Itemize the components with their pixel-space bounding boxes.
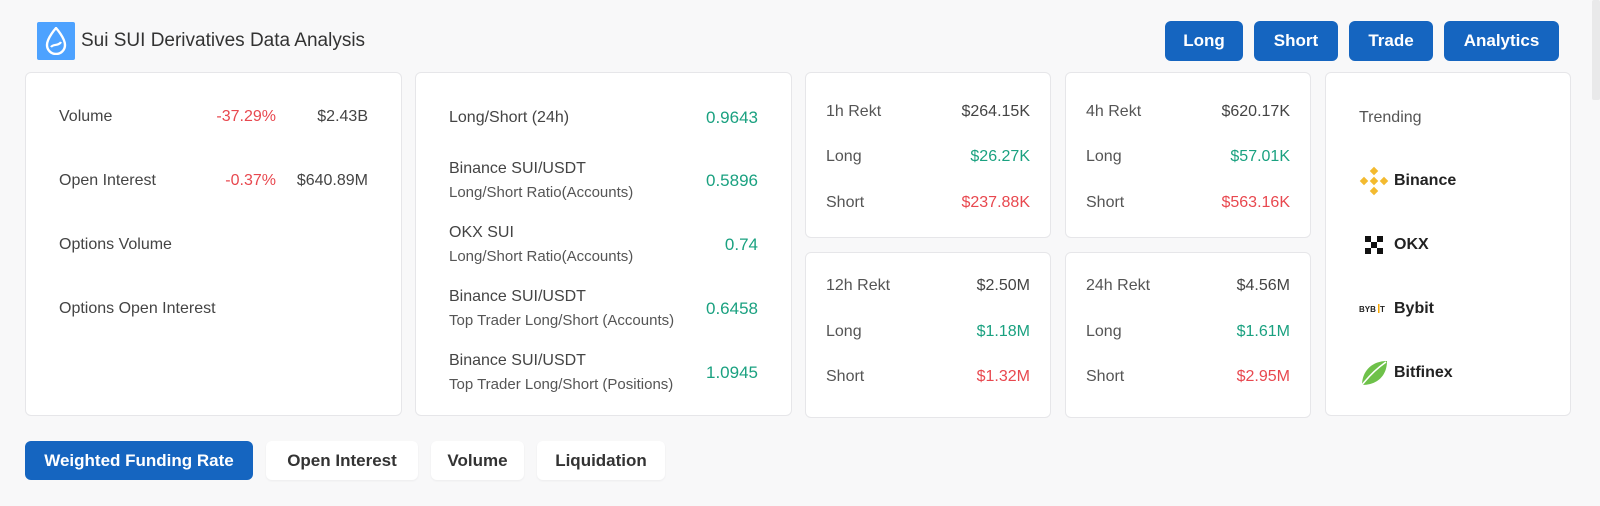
rekt-total: $620.17K [1221, 103, 1290, 120]
open-interest-value: $640.89M [296, 172, 368, 189]
long-short-row: Binance SUI/USDT Top Trader Long/Short (… [449, 288, 758, 329]
exchange-name: Binance [1394, 172, 1457, 189]
volume-change: -37.29% [216, 108, 276, 125]
rekt-short-value: $2.95M [1236, 368, 1290, 385]
rekt-title: 4h Rekt [1086, 103, 1142, 120]
options-volume-label: Options Volume [59, 236, 172, 253]
rekt-long-value: $1.18M [976, 323, 1030, 340]
long-short-row: OKX SUI Long/Short Ratio(Accounts) 0.74 [449, 224, 758, 265]
long-short-label: Binance SUI/USDT [449, 160, 586, 177]
rekt-total: $4.56M [1236, 277, 1290, 294]
long-short-sublabel: Top Trader Long/Short (Accounts) [449, 312, 675, 329]
tab-volume[interactable]: Volume [431, 441, 524, 480]
long-short-value: 1.0945 [706, 362, 758, 382]
trending-card: Trending Binance [1325, 72, 1571, 416]
long-short-sublabel: Long/Short Ratio(Accounts) [449, 248, 634, 265]
rekt-long-value: $1.61M [1236, 323, 1290, 340]
volume-value: $2.43B [317, 108, 368, 125]
tab-weighted-funding-rate[interactable]: Weighted Funding Rate [25, 441, 253, 480]
rekt-short-label: Short [1086, 368, 1125, 385]
rekt-1h-card: 1h Rekt $264.15K Long $26.27K Short $237.88… [805, 72, 1051, 238]
trending-title: Trending [1359, 109, 1422, 126]
long-short-row: Binance SUI/USDT Long/Short Ratio(Accoun… [449, 160, 758, 201]
long-short-label: Binance SUI/USDT [449, 352, 586, 369]
rekt-short-value: $237.88K [961, 194, 1030, 211]
long-short-value: 0.9643 [706, 108, 758, 127]
trending-exchange-bybit[interactable]: BYB T Bybit [1358, 293, 1434, 325]
trending-exchange-bitfinex[interactable]: Bitfinex [1358, 357, 1453, 389]
trending-exchange-okx[interactable]: OKX [1358, 229, 1429, 261]
trade-button[interactable]: Trade [1349, 21, 1433, 61]
rekt-long-label: Long [1086, 323, 1122, 340]
exchange-name: Bybit [1394, 300, 1434, 317]
rekt-total: $264.15K [961, 103, 1030, 120]
volume-label: Volume [59, 108, 113, 125]
rekt-long-label: Long [826, 148, 862, 165]
long-short-label: Binance SUI/USDT [449, 288, 586, 305]
rekt-short-value: $1.32M [976, 368, 1030, 385]
page-header: Sui SUI Derivatives Data Analysis [37, 22, 365, 60]
rekt-title: 1h Rekt [826, 103, 882, 120]
rekt-12h-card: 12h Rekt $2.50M Long $1.18M Short $1.32M [805, 252, 1051, 418]
bybit-icon: BYB T [1358, 293, 1390, 325]
page-title: Sui SUI Derivatives Data Analysis [81, 30, 366, 51]
page-scrollbar[interactable] [1592, 0, 1600, 100]
rekt-title: 24h Rekt [1086, 277, 1151, 294]
tab-open-interest[interactable]: Open Interest [266, 441, 418, 480]
svg-text:T: T [1380, 305, 1385, 314]
rekt-4h-card: 4h Rekt $620.17K Long $57.01K Short $563.16… [1065, 72, 1311, 238]
chart-tabs: Weighted Funding Rate Open Interest Volu… [25, 441, 665, 480]
options-volume-row: Options Volume [59, 236, 368, 254]
rekt-total: $2.50M [976, 277, 1030, 294]
options-open-interest-row: Options Open Interest [59, 300, 368, 318]
svg-text:BYB: BYB [1359, 305, 1376, 314]
binance-icon [1358, 165, 1390, 197]
long-button[interactable]: Long [1165, 21, 1243, 61]
volume-row: Volume -37.29% $2.43B [59, 108, 368, 126]
rekt-short-label: Short [1086, 194, 1125, 211]
overview-card: Volume -37.29% $2.43B Open Interest -0.3… [25, 72, 402, 416]
long-short-value: 0.74 [724, 234, 758, 254]
long-short-card: Long/Short (24h) 0.9643 Binance SUI/USDT… [415, 72, 792, 416]
rekt-long-value: $57.01K [1230, 148, 1290, 165]
long-short-sublabel: Long/Short Ratio(Accounts) [449, 184, 634, 201]
long-short-row: Long/Short (24h) 0.9643 [449, 108, 758, 128]
long-short-value: 0.6458 [706, 298, 758, 318]
tab-liquidation[interactable]: Liquidation [537, 441, 665, 480]
open-interest-label: Open Interest [59, 172, 156, 189]
long-short-label: OKX SUI [449, 224, 514, 241]
rekt-24h-card: 24h Rekt $4.56M Long $1.61M Short $2.95M [1065, 252, 1311, 418]
exchange-name: Bitfinex [1394, 364, 1453, 381]
rekt-short-label: Short [826, 368, 865, 385]
open-interest-row: Open Interest -0.37% $640.89M [59, 172, 368, 190]
analytics-button[interactable]: Analytics [1444, 21, 1559, 61]
trending-exchange-binance[interactable]: Binance [1358, 165, 1456, 197]
options-open-interest-label: Options Open Interest [59, 300, 216, 317]
okx-icon [1358, 229, 1390, 261]
long-short-row: Binance SUI/USDT Top Trader Long/Short (… [449, 352, 758, 393]
open-interest-change: -0.37% [225, 172, 276, 189]
rekt-short-value: $563.16K [1221, 194, 1290, 211]
long-short-sublabel: Top Trader Long/Short (Positions) [449, 376, 674, 393]
rekt-title: 12h Rekt [826, 277, 891, 294]
rekt-long-label: Long [1086, 148, 1122, 165]
long-short-value: 0.5896 [706, 170, 758, 190]
rekt-long-label: Long [826, 323, 862, 340]
top-action-buttons: Long Short Trade Analytics [1165, 21, 1559, 61]
exchange-name: OKX [1394, 236, 1429, 253]
rekt-short-label: Short [826, 194, 865, 211]
short-button[interactable]: Short [1254, 21, 1338, 61]
long-short-label: Long/Short (24h) [449, 109, 570, 126]
sui-logo-icon [37, 22, 75, 60]
rekt-long-value: $26.27K [970, 148, 1030, 165]
bitfinex-icon [1358, 357, 1390, 389]
